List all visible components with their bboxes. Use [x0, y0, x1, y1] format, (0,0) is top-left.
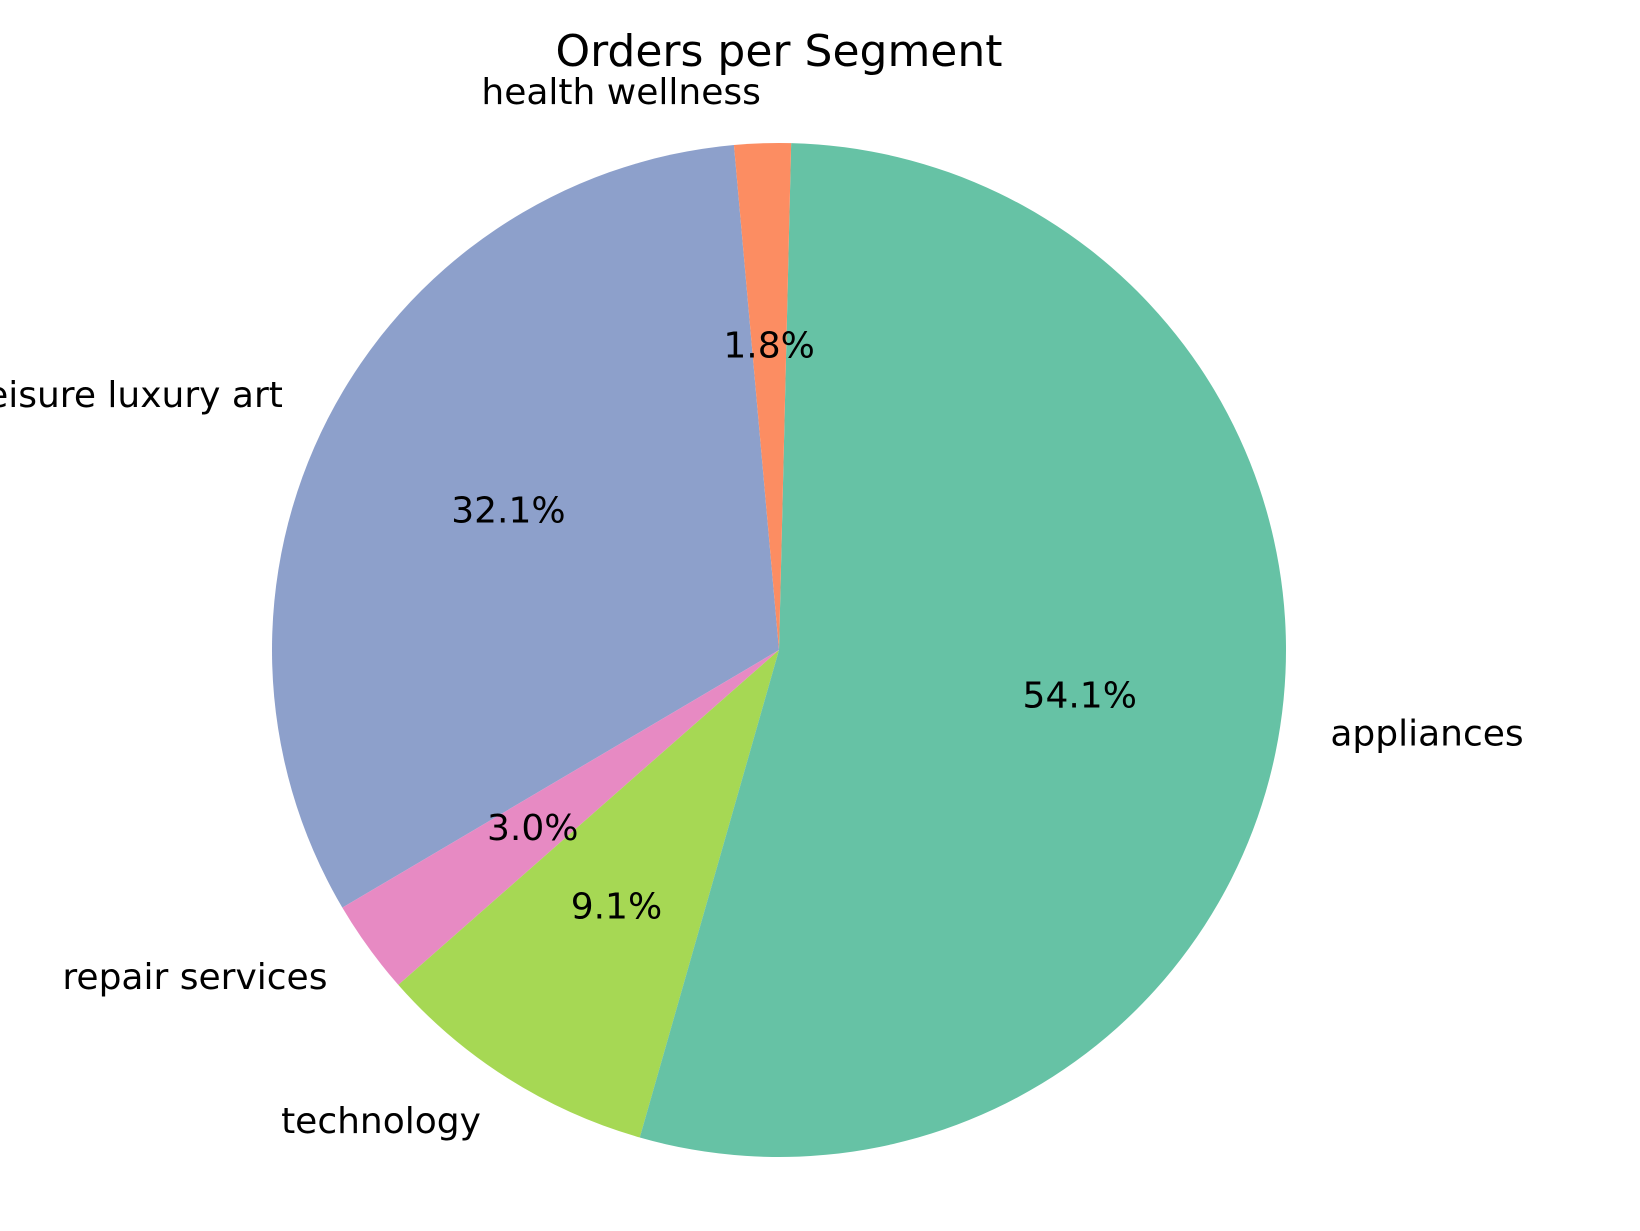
pct-label-health-wellness: 1.8% [723, 325, 814, 366]
pct-label-leisure-luxury-art: 32.1% [451, 491, 565, 532]
slice-leisure-luxury-art [272, 145, 779, 908]
slice-repair-services [342, 650, 779, 985]
category-label-health-wellness: health wellness [481, 72, 760, 113]
category-label-appliances: appliances [1330, 713, 1523, 754]
chart-title: Orders per Segment [555, 26, 1002, 77]
pie-labels: 32.1% leisure luxury art 3.0% repair servic… [0, 72, 1524, 1142]
slice-health-wellness [733, 143, 792, 650]
slice-technology [398, 650, 779, 1138]
pct-label-repair-services: 3.0% [487, 808, 578, 849]
category-label-repair-services: repair services [62, 957, 327, 998]
pct-label-appliances: 54.1% [1023, 675, 1137, 716]
pct-label-technology: 9.1% [571, 887, 662, 928]
slice-appliances [639, 143, 1286, 1158]
category-label-leisure-luxury-art: leisure luxury art [0, 375, 283, 416]
category-label-technology: technology [281, 1101, 481, 1142]
pie-slices [272, 143, 1286, 1158]
